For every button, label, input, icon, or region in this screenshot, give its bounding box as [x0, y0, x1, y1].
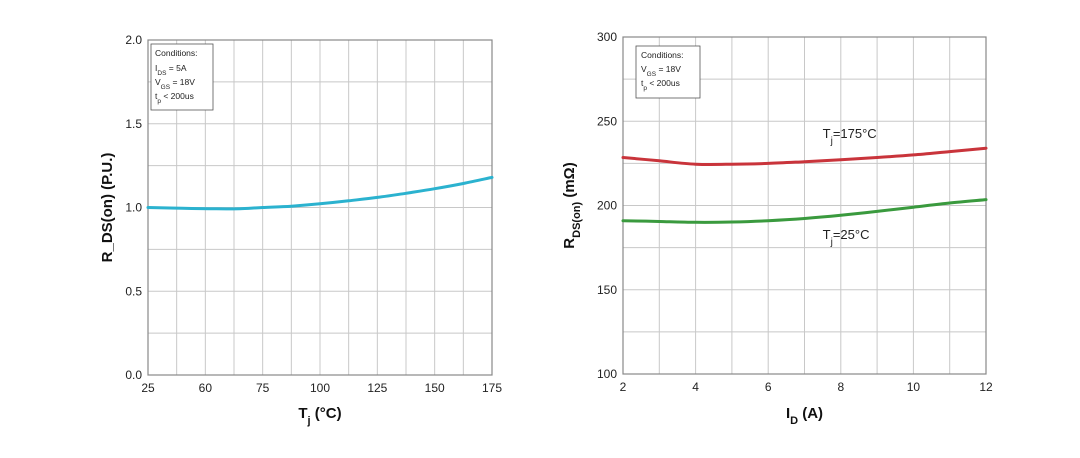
series-label-tj-175: Tj=175°C — [823, 126, 877, 147]
x-tick-label: 175 — [482, 381, 502, 395]
y-axis-title-symbol: R — [561, 238, 578, 249]
series-label-tj-25-symbol: T — [823, 227, 831, 242]
x-axis-title-sub: D — [790, 415, 798, 427]
x-tick-label: 4 — [692, 380, 699, 394]
condition-ids-value: = 5A — [166, 63, 186, 73]
condition-vgs-value: = 18V — [170, 77, 195, 87]
y-axis-title: R_DS(on) (P.U.) — [99, 153, 116, 263]
condition-vgs: VGS = 18V — [641, 64, 681, 78]
x-axis-title: ID (A) — [786, 405, 823, 427]
series-label-tj-175-value: =175°C — [833, 126, 877, 141]
condition-tp-value: < 200us — [161, 91, 194, 101]
condition-vgs-symbol: V — [155, 77, 161, 87]
conditions-frame — [150, 43, 214, 111]
series-label-tj-25-value: =25°C — [833, 227, 870, 242]
condition-vgs-symbol: V — [641, 64, 647, 74]
condition-tp-value: < 200us — [647, 78, 680, 88]
condition-ids-symbol: I — [155, 63, 157, 73]
x-tick-label: 10 — [907, 380, 921, 394]
condition-ids-sub: DS — [157, 70, 167, 77]
y-axis-title-sub: DS(on) — [571, 201, 583, 237]
condition-vgs: VGS = 18V — [155, 77, 195, 91]
x-tick-label: 8 — [837, 380, 844, 394]
condition-vgs-sub: GS — [161, 84, 171, 91]
x-tick-label: 60 — [199, 381, 213, 395]
x-tick-label: 2 — [620, 380, 627, 394]
condition-tp-symbol: t — [641, 78, 644, 88]
conditions-title: Conditions: — [155, 48, 198, 58]
chart-rdson-vs-tj: 25 60 75 100 125 150 175 0.0 0.5 1.0 1.5 2.0 Conditi… — [99, 33, 502, 427]
x-tick-label: 75 — [256, 381, 270, 395]
condition-tp: tp < 200us — [641, 78, 680, 92]
y-tick-label: 300 — [597, 30, 617, 44]
series-label-tj-25: Tj=25°C — [823, 227, 870, 248]
conditions-title: Conditions: — [641, 50, 684, 60]
y-axis-title-unit: (mΩ) — [561, 162, 578, 202]
x-axis-title: Tj (°C) — [298, 405, 341, 427]
x-tick-label: 6 — [765, 380, 772, 394]
plot-frame — [622, 36, 987, 375]
condition-tp-symbol: t — [155, 91, 158, 101]
x-tick-label: 150 — [425, 381, 445, 395]
y-tick-label: 1.5 — [125, 117, 142, 131]
condition-tp: tp < 200us — [155, 91, 194, 105]
y-tick-label: 150 — [597, 283, 617, 297]
condition-vgs-sub: GS — [647, 71, 657, 78]
y-axis-title: RDS(on) (mΩ) — [561, 162, 583, 248]
chart-left-svg: 25 60 75 100 125 150 175 0.0 0.5 1.0 1.5 2.0 Conditi… — [99, 33, 502, 427]
series-line-tj-25 — [621, 198, 988, 224]
condition-vgs-value: = 18V — [656, 64, 681, 74]
x-tick-label: 25 — [141, 381, 155, 395]
series-label-tj-175-sub: j — [830, 136, 833, 147]
y-tick-label: 2.0 — [125, 33, 142, 47]
x-tick-label: 125 — [367, 381, 387, 395]
series-line-tj-175 — [621, 146, 988, 167]
series-label-tj-25-sub: j — [830, 237, 833, 248]
condition-ids: IDS = 5A — [155, 63, 187, 77]
x-tick-label: 100 — [310, 381, 330, 395]
x-axis-title-unit: (A) — [798, 405, 823, 422]
conditions-frame — [635, 45, 701, 99]
series-label-tj-175-symbol: T — [823, 126, 831, 141]
y-tick-label: 250 — [597, 114, 617, 128]
x-tick-label: 12 — [979, 380, 993, 394]
condition-tp-sub: p — [643, 85, 647, 92]
x-axis-title-unit: (°C) — [311, 405, 342, 422]
x-axis-title-symbol: I — [786, 405, 790, 422]
chart-rdson-vs-id: 2 4 6 8 10 12 100 150 200 250 300 Tj=175°C Tj=25°C Co… — [540, 0, 1080, 458]
y-tick-label: 200 — [597, 199, 617, 213]
series-line-rdson-pu — [146, 175, 494, 211]
y-tick-label: 0.5 — [125, 284, 142, 298]
condition-tp-sub: p — [157, 98, 161, 105]
x-axis-title-symbol: T — [298, 405, 307, 422]
y-tick-label: 100 — [597, 367, 617, 381]
y-tick-label: 0.0 — [125, 368, 142, 382]
chart-right-svg: 2 4 6 8 10 12100150200250300Tj=175°CTj=25°CCo… — [561, 30, 993, 427]
x-axis-title-sub: j — [307, 415, 311, 427]
y-tick-label: 1.0 — [125, 201, 142, 215]
